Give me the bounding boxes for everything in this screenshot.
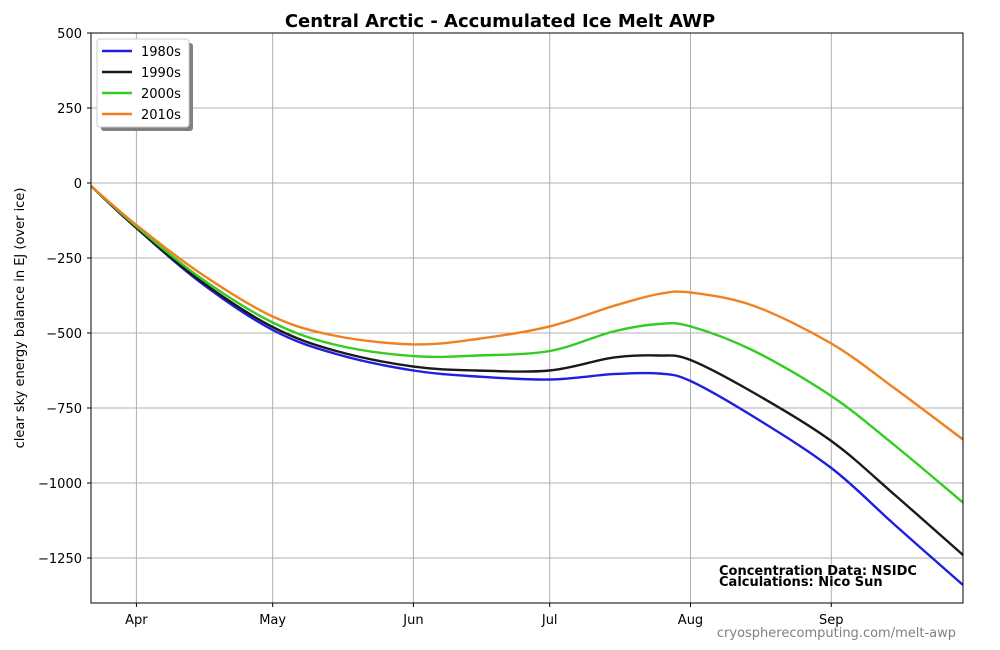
x-tick-label: Jul <box>541 613 558 628</box>
x-tick-label: Jun <box>402 613 423 628</box>
y-tick-label: −1000 <box>38 477 82 492</box>
x-tick-label: Apr <box>125 613 148 628</box>
plot-frame <box>90 32 964 604</box>
credit-data-source: Concentration Data: NSIDC <box>719 564 917 579</box>
series-lines <box>90 185 964 586</box>
legend-label-1980s: 1980s <box>141 45 181 60</box>
legend-label-1990s: 1990s <box>141 66 181 81</box>
y-tick-label: 500 <box>57 27 82 42</box>
legend-label-2010s: 2010s <box>141 108 181 123</box>
series-line-1980s <box>90 185 964 586</box>
x-tick-label: Sep <box>819 613 844 628</box>
source-url: cryospherecomputing.com/melt-awp <box>717 626 956 641</box>
credit-calculations: Calculations: Nico Sun <box>719 575 883 590</box>
series-line-2000s <box>90 185 964 504</box>
y-tick-label: −750 <box>46 402 82 417</box>
legend-label-2000s: 2000s <box>141 87 181 102</box>
x-tick-label: Aug <box>678 613 703 628</box>
y-tick-label: −250 <box>46 252 82 267</box>
y-tick-label: 0 <box>74 177 82 192</box>
legend-box <box>96 38 190 128</box>
x-axis: Apr May Jun Jul Aug Sep <box>125 603 844 628</box>
y-axis-label: clear sky energy balance in EJ (over ice… <box>13 188 28 449</box>
y-tick-label: −500 <box>46 327 82 342</box>
chart-title: Central Arctic - Accumulated Ice Melt AW… <box>285 11 715 32</box>
series-line-1990s <box>90 185 964 556</box>
x-tick-label: May <box>259 613 286 628</box>
y-axis: 500 250 0 −250 −500 −750 −1000 −1250 <box>38 27 91 567</box>
legend: 1980s 1990s 2000s 2010s <box>96 38 193 131</box>
series-line-2010s <box>90 185 964 441</box>
y-tick-label: 250 <box>57 102 82 117</box>
y-tick-label: −1250 <box>38 552 82 567</box>
